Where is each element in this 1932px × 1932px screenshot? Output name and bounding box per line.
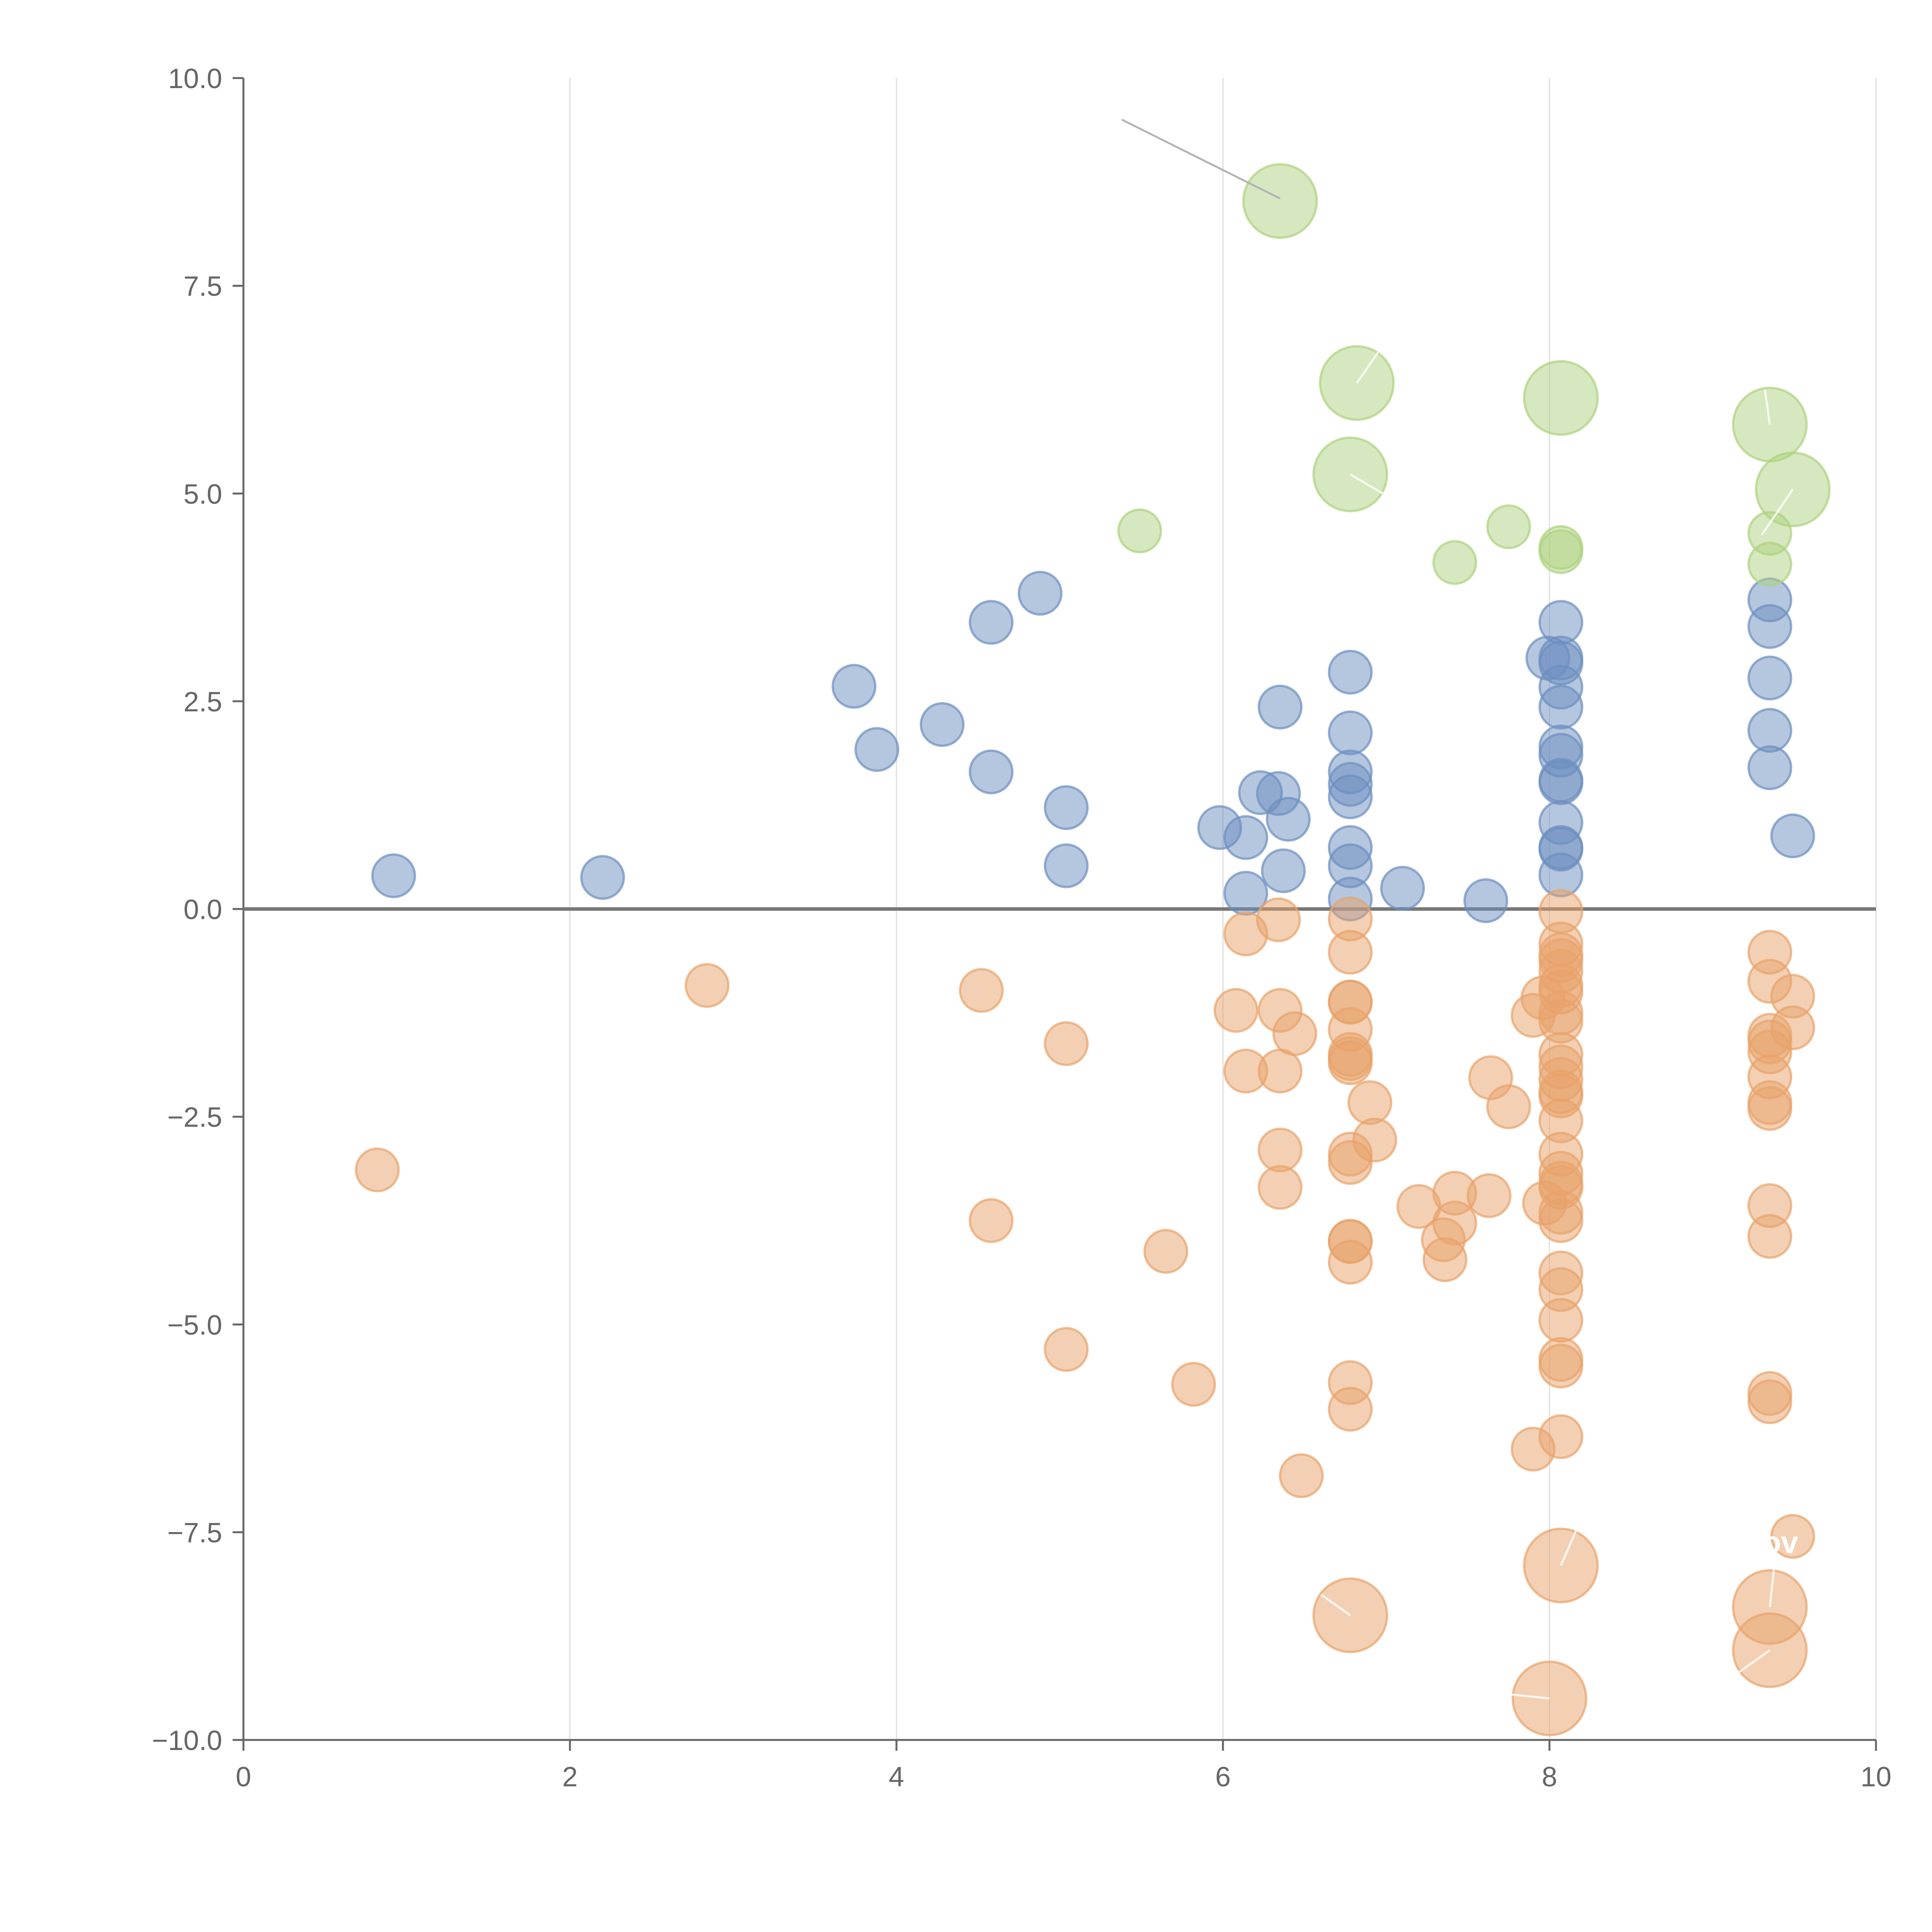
y-tick-label: −10.0 [152,1725,222,1756]
point-negative [1213,988,1259,1033]
point-negative [1257,1128,1303,1173]
point-positive [1380,866,1425,911]
point-positive [1257,684,1303,730]
y-tick-label: 2.5 [184,687,222,718]
point-positive [1747,655,1793,701]
point-negative [1538,1198,1583,1243]
point-negative [1279,1453,1324,1498]
point-positive [969,600,1014,645]
point-negative [355,1147,400,1192]
point-negative [1352,1117,1397,1163]
point-negative [1747,1214,1793,1259]
point-negative [1466,1173,1512,1218]
large-point [1523,360,1599,436]
point-positive [371,853,416,898]
annotation-leader [1764,389,1771,425]
y-tick-label: 0.0 [184,895,222,925]
annotation-leader [1560,1527,1578,1566]
annotation-label: ov [1762,1525,1798,1560]
annotations: ov [1121,119,1798,1699]
point-positive [1328,650,1373,695]
point-negative [1747,1086,1793,1131]
annotation-leader [1320,1594,1351,1616]
point-positive [580,855,625,900]
x-tick-label: 4 [889,1762,904,1793]
point-negative [1328,1387,1373,1432]
y-tick-label: 7.5 [184,271,222,302]
point-negative [1328,930,1373,975]
point-highlight-positive [1747,542,1793,587]
annotation-leader [1769,1561,1776,1607]
x-tick-label: 6 [1215,1762,1231,1793]
point-negative [1143,1229,1189,1274]
large-point [1242,163,1318,239]
point-negative [1328,1036,1373,1081]
x-tick-label: 2 [562,1762,578,1793]
point-negative [1257,1048,1303,1094]
point-positive [1747,745,1793,790]
point-negative [684,963,730,1008]
point-negative [1044,1327,1089,1372]
point-negative [1770,1005,1815,1051]
axes [233,77,1877,1751]
point-positive [1463,878,1509,923]
x-tick-label: 0 [236,1762,251,1793]
y-tick-label: −5.0 [167,1310,222,1341]
point-positive [1223,815,1269,860]
point-negative [959,968,1004,1013]
point-positive [969,749,1014,794]
point-negative [1747,1379,1793,1424]
point-positive [1538,684,1583,730]
point-positive [1266,797,1311,842]
point-highlight-positive [1538,529,1583,574]
point-positive [1017,571,1063,616]
annotation-leader [1761,489,1794,536]
annotation-leader [1350,473,1384,495]
annotation-leader [1356,352,1379,384]
data-points [355,163,1831,1736]
y-tick-label: 10.0 [168,63,222,94]
point-negative [1432,1201,1477,1246]
point-negative [1272,1011,1317,1056]
point-positive [854,727,900,772]
point-highlight-positive [1117,509,1162,554]
point-negative [1328,1240,1373,1285]
y-tick-label: 5.0 [184,479,222,510]
point-negative [1538,1298,1583,1343]
annotation-leader [1736,1649,1770,1674]
point-positive [1044,785,1089,830]
point-positive [1747,708,1793,753]
point-negative [1538,1344,1583,1389]
point-positive [1770,813,1815,859]
point-negative [1538,1414,1583,1459]
point-negative [1347,1080,1393,1125]
x-tick-label: 8 [1542,1762,1557,1793]
point-highlight-positive [1432,540,1477,585]
point-positive [1538,760,1583,805]
point-negative [1171,1362,1216,1407]
point-negative [1770,1514,1815,1559]
point-negative [969,1198,1014,1243]
annotation-leader [1509,1693,1550,1699]
point-positive [1328,774,1373,820]
tick-labels: 10.0 7.5 5.0 2.5 0.0 −2.5 −5.0 −7.5 −10.0 0 2 4 6 8 10 [152,63,1891,1793]
y-tick-label: −2.5 [167,1102,222,1133]
x-tick-label: 10 [1861,1762,1891,1793]
point-positive [1328,710,1373,755]
point-positive [832,664,877,709]
y-tick-label: −7.5 [167,1517,222,1548]
point-positive [1261,848,1306,893]
point-negative [1257,1165,1303,1210]
point-negative [1256,897,1301,942]
point-negative [1044,1021,1089,1066]
point-highlight-positive [1486,504,1531,549]
point-positive [1044,843,1089,888]
point-negative [1486,1084,1531,1129]
point-positive [1747,604,1793,649]
annotation-line [1121,119,1281,200]
point-positive [920,702,965,747]
